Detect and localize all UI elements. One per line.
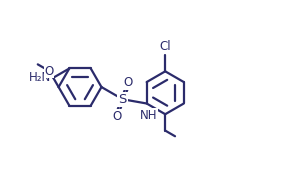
Text: Cl: Cl (159, 41, 171, 53)
Text: H₂N: H₂N (29, 71, 51, 84)
Text: S: S (118, 93, 127, 106)
Text: O: O (45, 65, 54, 78)
Text: NH: NH (140, 109, 158, 122)
Text: O: O (113, 110, 122, 123)
Text: O: O (123, 76, 132, 89)
